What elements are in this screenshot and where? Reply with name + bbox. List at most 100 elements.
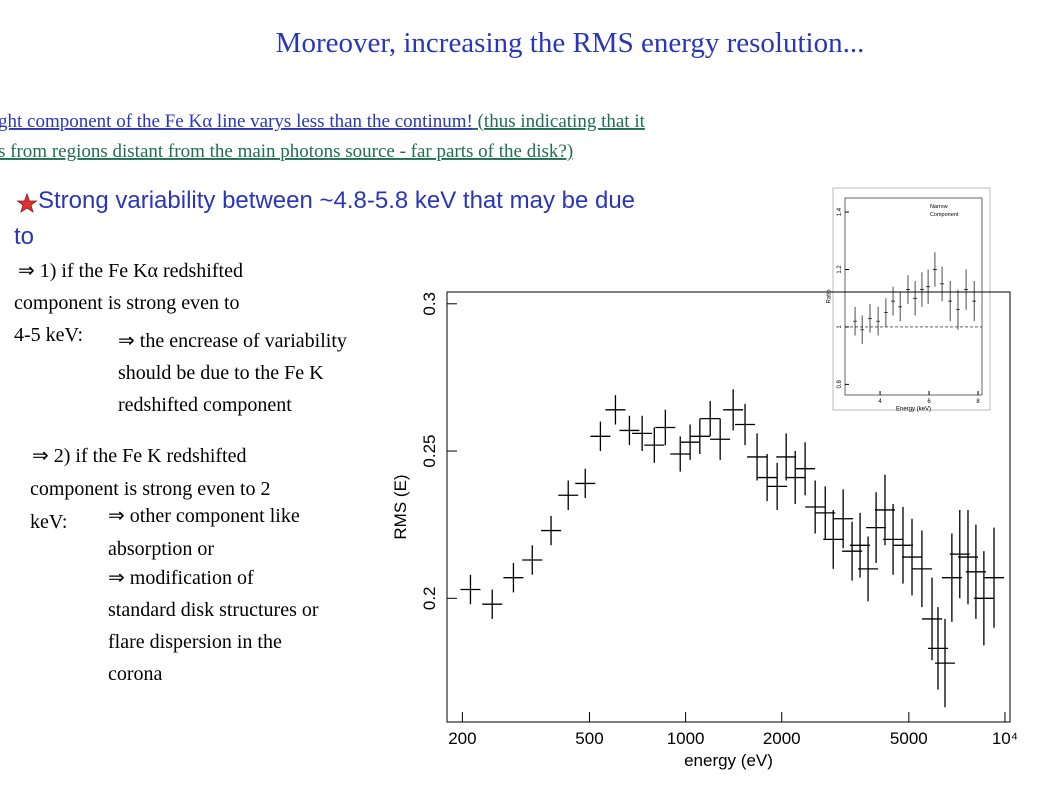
error-point (867, 303, 872, 333)
error-point (795, 442, 816, 496)
plot-frame (844, 197, 983, 396)
error-point (605, 395, 626, 425)
error-point (892, 507, 913, 584)
error-point (747, 433, 768, 481)
chart: 200 500 1000 2000 5000 10⁴ 0.2 0.25 0.3 energy (e… (391, 291, 1018, 770)
error-point (776, 433, 797, 481)
text-line: component is strong even to (14, 292, 240, 314)
error-point (815, 486, 836, 540)
x-axis-label: energy (eV) (684, 751, 773, 770)
error-point (767, 462, 788, 510)
text-line: ⇒ the encrease of variability (118, 330, 347, 352)
x-tick-label: 6 (927, 399, 931, 405)
text-line: redshifted component (118, 394, 292, 416)
error-point (948, 280, 953, 322)
x-tick-label: 4 (878, 399, 882, 405)
intro-text: ght component of the Fe Kα line varys le… (0, 111, 473, 132)
error-point (710, 418, 731, 460)
y-tick-label: 1.2 (837, 265, 843, 274)
error-point (503, 562, 524, 593)
error-point (973, 551, 994, 646)
error-point (883, 504, 904, 575)
error-point (842, 521, 863, 581)
text-line: to (14, 223, 34, 250)
text-line: ⇒ modification of (108, 567, 254, 589)
annotation: Narrow (930, 204, 948, 210)
error-point (955, 289, 960, 330)
x-tick-label: 200 (448, 729, 476, 748)
y-tick-label: 0.25 (420, 434, 439, 467)
error-point (823, 509, 844, 569)
error-point (964, 269, 969, 310)
error-point (941, 533, 962, 622)
error-point (858, 536, 879, 602)
x-tick-label: 2000 (763, 729, 801, 748)
plot-frame (446, 291, 1011, 723)
error-point (482, 589, 503, 619)
error-point (983, 527, 1004, 628)
error-point (655, 409, 676, 446)
text-line: should be due to the Fe K (118, 362, 324, 384)
bullet-star (16, 192, 38, 213)
y-tick-label: 0.2 (420, 586, 439, 610)
slide-title: Moreover, increasing the RMS energy reso… (276, 27, 865, 59)
y-axis-label: RMS (E) (391, 474, 410, 539)
error-point (723, 389, 744, 431)
error-point (957, 509, 978, 605)
error-point (619, 415, 640, 446)
text-line: ⇒ other component like (108, 505, 300, 527)
error-point (680, 424, 701, 460)
error-point (853, 306, 858, 336)
error-point (833, 489, 854, 549)
error-point (860, 315, 865, 345)
error-point (905, 275, 910, 304)
error-point (883, 298, 888, 327)
y-tick-label: 0.3 (420, 292, 439, 316)
error-point (940, 266, 945, 302)
error-point (965, 524, 986, 619)
error-point (805, 480, 826, 534)
error-point (632, 415, 653, 452)
intro-line: ght component of the Fe Kα line varys le… (0, 111, 646, 132)
error-point (911, 530, 932, 608)
error-point (972, 280, 977, 322)
text-line: component is strong even to 2 (30, 478, 271, 500)
y-tick-label: 1 (837, 325, 843, 329)
error-point (735, 403, 756, 446)
error-point (919, 272, 924, 307)
error-point (874, 474, 895, 546)
error-point (926, 269, 931, 304)
error-point (913, 280, 918, 316)
y-tick-label: 1.4 (837, 207, 843, 216)
error-point (949, 509, 970, 599)
text-line: keV: (30, 511, 67, 533)
chart: 4 6 8 0.8 1 1.2 1.4 Energy (keV) Ratio Narrow Comp… (827, 197, 983, 413)
x-axis-label: Energy (keV) (896, 407, 931, 413)
y-tick-label: 0.8 (837, 380, 843, 389)
error-point (558, 480, 579, 510)
error-point (757, 453, 778, 502)
text-line: corona (108, 663, 163, 685)
error-point (866, 492, 887, 563)
x-tick-label: 1000 (667, 729, 705, 748)
x-tick-label: 10⁴ (992, 729, 1018, 748)
text-line: Strong variability between ~4.8-5.8 keV … (38, 187, 635, 214)
error-point (644, 427, 665, 463)
error-point (460, 574, 481, 605)
error-point (689, 418, 710, 454)
error-point (590, 421, 611, 452)
error-point (876, 306, 881, 336)
x-tick-label: 500 (575, 729, 603, 748)
error-point (850, 512, 871, 578)
text-line: standard disk structures or (108, 599, 319, 621)
error-point (522, 545, 543, 575)
text-line: ⇒ 2) if the Fe K redshifted (32, 445, 246, 467)
inset-frame (832, 187, 991, 411)
error-point (932, 252, 937, 287)
error-point (575, 468, 596, 499)
intro-text: (thus indicating that it (473, 111, 646, 132)
error-point (922, 577, 943, 661)
text-line: flare dispersion in the (108, 631, 282, 653)
text-line: 4-5 keV: (14, 324, 83, 346)
